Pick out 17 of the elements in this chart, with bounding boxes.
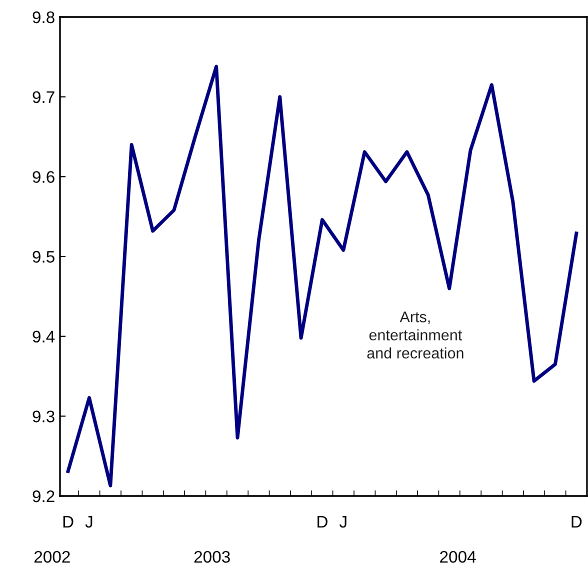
x-tick-label: D — [572, 516, 582, 528]
x-tick-label: J — [85, 516, 92, 528]
text: 2002 — [34, 550, 70, 563]
x-tick-label: D — [318, 516, 328, 528]
y-tick-label: 9.8 — [32, 11, 54, 24]
y-tick-label: 9.7 — [32, 91, 54, 104]
y-tick-label: 9.5 — [32, 250, 54, 263]
text: 2003 — [194, 550, 230, 563]
line-series — [66, 64, 578, 488]
series-label: Arts, entertainment and recreation — [367, 312, 464, 359]
y-tick-label: 9.3 — [32, 410, 54, 422]
y-tick-label: 9.6 — [32, 171, 54, 183]
y-tick-label: 9.2 — [32, 490, 54, 502]
x-tick-label: J — [340, 516, 346, 528]
y-tick-label: 9.4 — [32, 330, 55, 343]
x-tick-label: D — [63, 516, 74, 528]
text: 2004 — [440, 550, 476, 563]
